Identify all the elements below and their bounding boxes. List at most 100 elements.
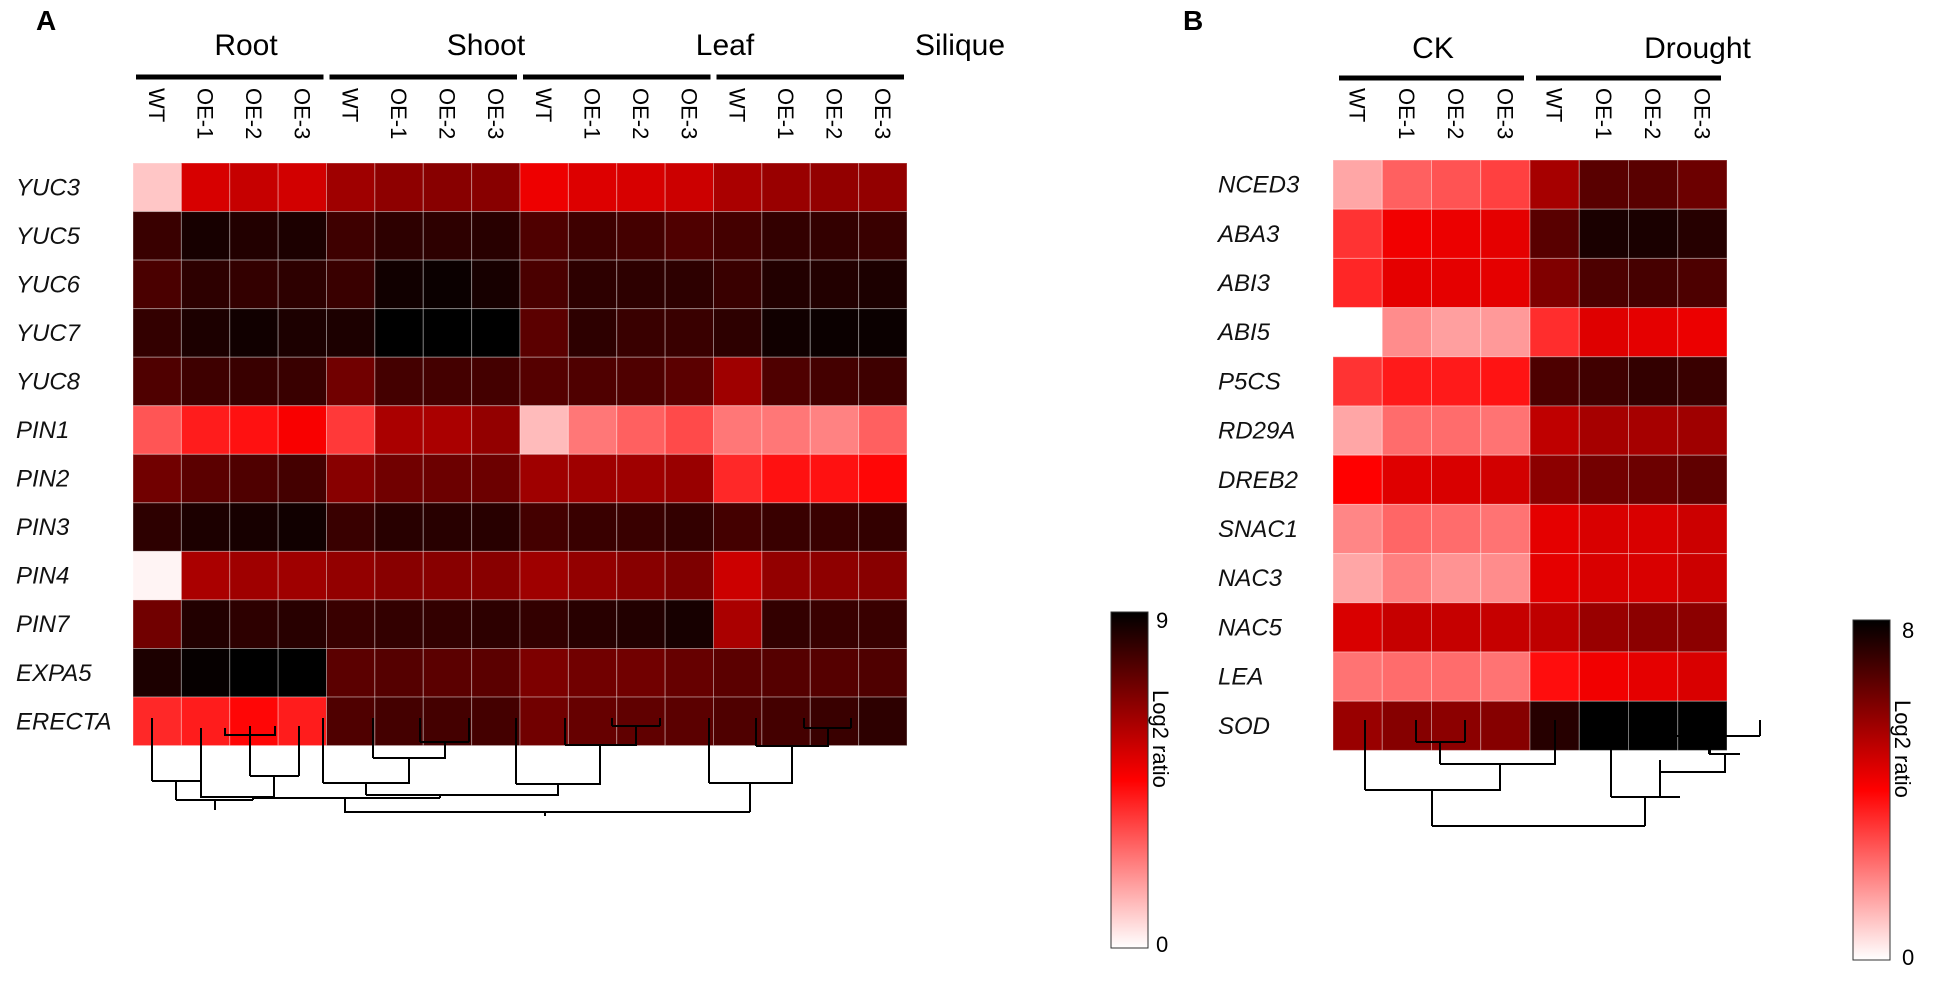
heatmap-cell-yuc5-14 [809,211,860,261]
heatmap-cell-expa5-3 [277,648,328,698]
heatmap-cell-yuc3-10 [616,162,666,213]
heatmap-cell-erecta-9 [567,696,618,747]
heatmap-cell-yuc5-13 [761,211,811,261]
heatmap-cell-yuc6-9 [567,259,618,310]
heatmap-cell-pin1-8 [519,405,569,455]
heatmap-cell-yuc8-7 [471,356,521,407]
dendrogram-a [151,718,852,816]
heatmap-cell-pin7-3 [277,599,328,650]
heatmap-cell-pin4-2 [229,550,279,601]
heatmap-cell-sod-5 [1578,700,1629,751]
heatmap-cell-pin7-4 [326,599,376,650]
heatmap-cell-yuc8-13 [761,356,811,407]
heatmap-cell-pin3-15 [858,502,908,552]
colorbar-gradient-a [1110,611,1149,949]
column-label-1: OE-1 [1394,88,1419,139]
heatmap-cell-yuc7-10 [616,308,666,358]
heatmap-cell-rd29a-6 [1628,405,1679,456]
colorbar-a: 9 0 Log2 ratio [1110,608,1173,957]
heatmap-cell-pin3-9 [567,502,618,552]
heatmap-cell-yuc6-3 [277,259,328,310]
column-label-14: OE-2 [821,88,846,139]
heatmap-cell-expa5-11 [664,648,715,698]
heatmap-cell-aba3-7 [1677,208,1728,259]
heatmap-cell-yuc6-10 [616,259,666,310]
row-labels-a: YUC3 YUC5 YUC6 YUC7 YUC8 PIN1 PIN2 PIN3 PIN4 PIN7… [16,174,112,735]
heatmap-cell-sod-3 [1480,700,1531,751]
heatmap-cell-abi5-2 [1431,307,1482,358]
heatmap-cell-yuc8-11 [664,356,715,407]
heatmap-cell-pin7-15 [858,599,908,650]
heatmap-cell-erecta-6 [422,696,473,747]
row-label-nced3: NCED3 [1218,172,1300,199]
row-labels-b: NCED3 ABA3 ABI3 ABI5 P5CS RD29A DREB2 SNAC1 NAC3… [1216,172,1300,740]
heatmap-cell-dreb2-5 [1578,454,1629,505]
heatmap-panel-b: B CK Drought WT OE-1 OE-2 OE-3 WT OE-1 OE-2 OE-3… [1183,5,1915,970]
heatmap-cell-yuc6-14 [809,259,860,310]
column-label-9: OE-1 [580,88,605,139]
heatmap-cell-dreb2-3 [1480,454,1531,505]
heatmap-cell-erecta-3 [277,696,328,747]
heatmap-cell-pin1-4 [326,405,376,455]
heatmap-cell-pin2-2 [229,453,279,504]
heatmap-cell-yuc5-5 [374,211,424,261]
heatmap-cell-yuc8-10 [616,356,666,407]
heatmap-cell-p5cs-6 [1628,356,1679,407]
group-headers-b: CK Drought [1339,32,1752,81]
heatmap-cell-yuc7-6 [422,308,473,358]
colorbar-title-b: Log2 ratio [1890,700,1915,798]
heatmap-cell-expa5-13 [761,648,811,698]
heatmap-cell-pin4-12 [713,550,763,601]
column-label-3: OE-3 [1492,88,1517,139]
heatmap-cell-abi3-2 [1431,257,1482,309]
heatmap-cell-pin1-12 [713,405,763,455]
row-label-pin4: PIN4 [16,563,69,590]
heatmap-cell-abi3-1 [1381,257,1432,309]
heatmap-cell-pin3-8 [519,502,569,552]
heatmap-cell-yuc3-5 [374,162,424,213]
heatmap-cell-yuc8-1 [180,356,231,407]
heatmap-cell-dreb2-0 [1332,454,1383,505]
column-labels-b: WT OE-1 OE-2 OE-3 WT OE-1 OE-2 OE-3 [1345,88,1715,139]
heatmap-cell-pin3-2 [229,502,279,552]
heatmap-cell-yuc6-12 [713,259,763,310]
heatmap-cell-yuc5-6 [422,211,473,261]
heatmap-cell-pin4-5 [374,550,424,601]
panel-letter-b: B [1183,5,1203,36]
heatmap-cell-yuc7-2 [229,308,279,358]
heatmap-cell-yuc3-7 [471,162,521,213]
heatmap-cell-pin1-0 [132,405,182,455]
heatmap-cell-aba3-2 [1431,208,1482,259]
group-headers-a: Root Shoot Leaf Silique [136,29,1005,80]
heatmap-cell-yuc3-0 [132,162,182,213]
heatmap-panel-a: A Root Shoot Leaf Silique WT OE-1 OE-2 OE-3 WT O… [16,5,1173,957]
heatmap-cell-rd29a-5 [1578,405,1629,456]
heatmap-cell-snac1-0 [1332,503,1383,555]
heatmap-cell-snac1-4 [1529,503,1580,555]
heatmap-cell-yuc5-0 [132,211,182,261]
column-label-11: OE-3 [676,88,701,139]
heatmap-cell-sod-2 [1431,700,1482,751]
heatmap-cell-erecta-7 [471,696,521,747]
heatmap-cell-yuc3-1 [180,162,231,213]
heatmap-cell-yuc8-4 [326,356,376,407]
heatmap-cell-abi3-6 [1628,257,1679,309]
heatmap-cell-expa5-12 [713,648,763,698]
row-label-pin7: PIN7 [16,611,71,638]
heatmap-cell-rd29a-3 [1480,405,1531,456]
heatmap-cell-erecta-0 [132,696,182,747]
heatmap-cell-abi3-0 [1332,257,1383,309]
heatmap-cell-yuc5-2 [229,211,279,261]
heatmap-cell-yuc6-4 [326,259,376,310]
heatmap-cell-nced3-3 [1480,159,1531,210]
column-label-7: OE-3 [483,88,508,139]
heatmap-cell-yuc8-9 [567,356,618,407]
heatmap-cell-pin7-10 [616,599,666,650]
heatmap-cell-pin2-6 [422,453,473,504]
panel-letter-a: A [36,5,56,36]
row-label-pin3: PIN3 [16,514,70,541]
group-label-silique: Silique [915,29,1005,62]
heatmap-cell-sod-7 [1677,700,1728,751]
heatmap-cell-yuc5-3 [277,211,328,261]
heatmap-cell-pin1-10 [616,405,666,455]
